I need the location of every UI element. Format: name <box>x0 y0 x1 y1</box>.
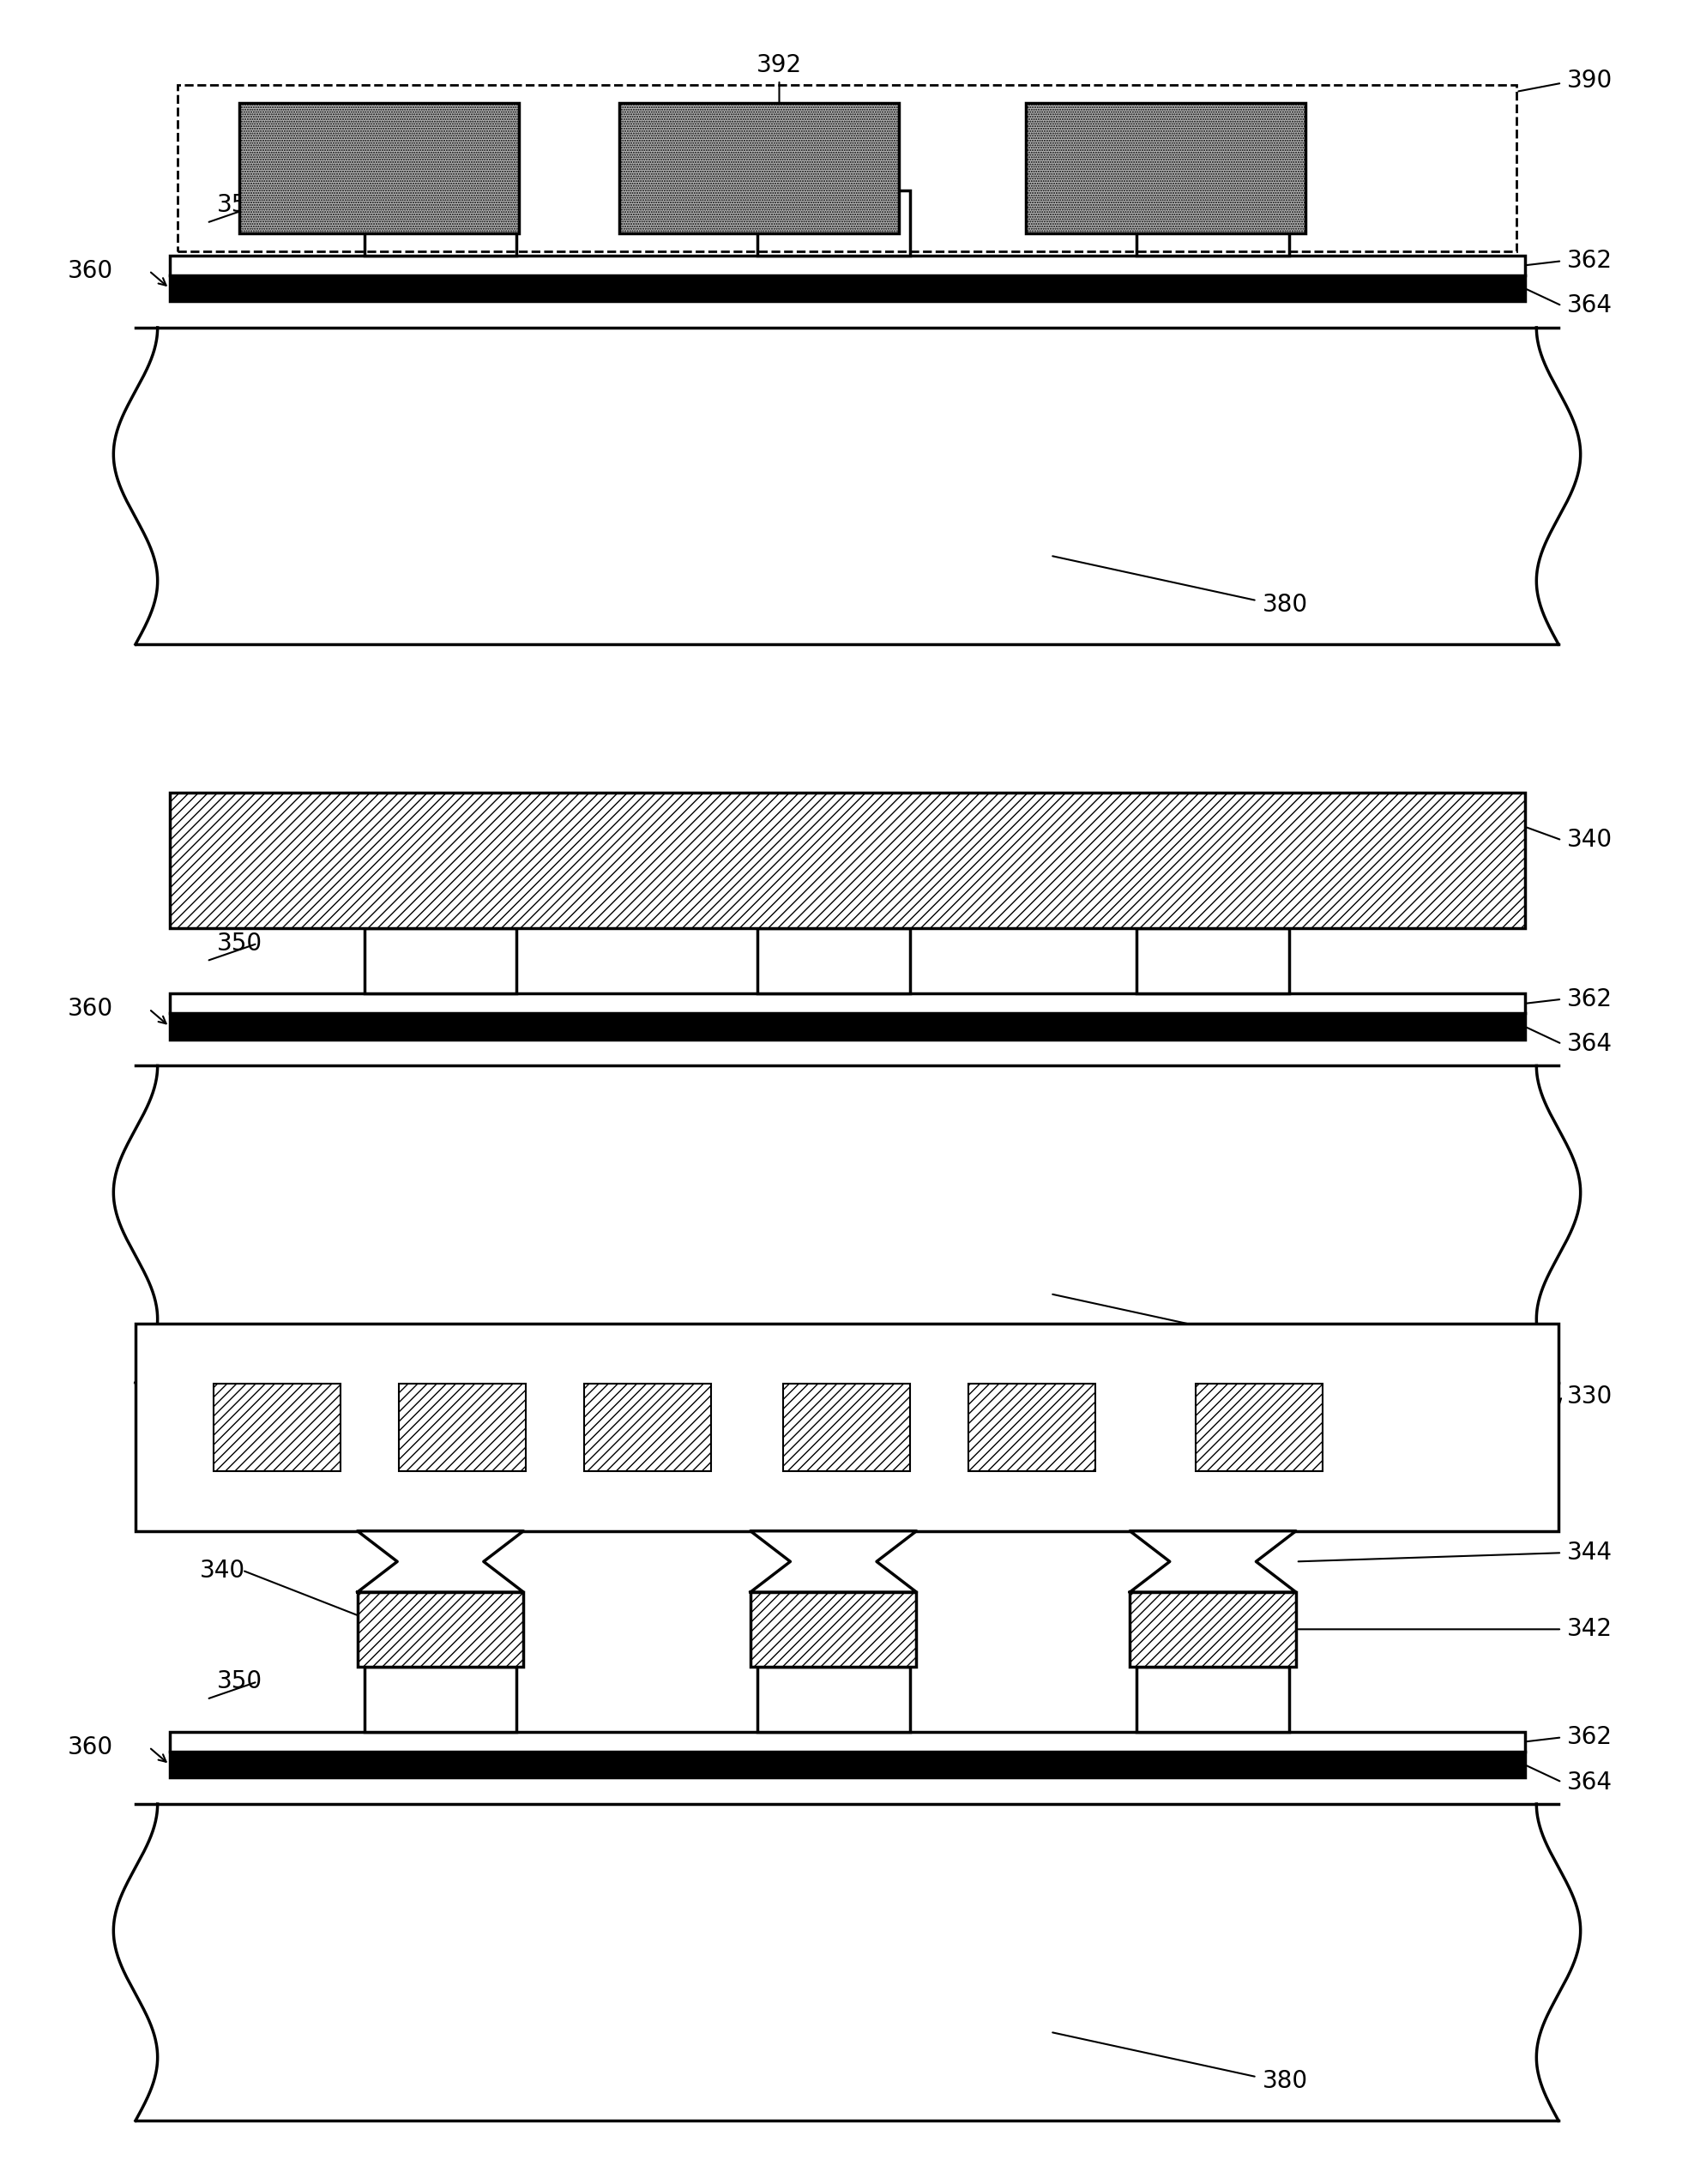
Text: 362: 362 <box>1567 987 1613 1011</box>
Text: 364: 364 <box>1567 1771 1613 1793</box>
Bar <box>241 103 518 234</box>
Bar <box>213 1385 340 1472</box>
Bar <box>398 1385 525 1472</box>
Text: 360: 360 <box>68 260 113 282</box>
Text: 380: 380 <box>1262 1332 1308 1354</box>
Text: 392: 392 <box>757 55 801 149</box>
Text: 360: 360 <box>68 998 113 1020</box>
Bar <box>584 1385 711 1472</box>
Bar <box>357 1592 523 1666</box>
Bar <box>136 328 1558 644</box>
Bar <box>620 103 900 234</box>
Text: FIG. 3A: FIG. 3A <box>800 791 894 817</box>
Polygon shape <box>1130 1531 1296 1592</box>
Bar <box>1137 190 1289 256</box>
Text: 364: 364 <box>1567 295 1613 317</box>
Bar <box>364 928 517 994</box>
Bar <box>136 1066 1558 1382</box>
Bar <box>364 1666 517 1732</box>
Polygon shape <box>357 1531 523 1592</box>
Bar <box>1137 928 1289 994</box>
Text: 344: 344 <box>1567 1542 1613 1564</box>
Text: 390: 390 <box>1567 70 1613 92</box>
Text: 340: 340 <box>200 1559 246 1581</box>
Bar <box>169 1732 1525 1752</box>
Bar <box>1137 1666 1289 1732</box>
Bar <box>169 1752 1525 1778</box>
Text: 342: 342 <box>1567 1618 1613 1640</box>
Text: 362: 362 <box>1567 1725 1613 1749</box>
Bar <box>178 85 1516 251</box>
Text: 340: 340 <box>1567 828 1613 852</box>
Bar <box>783 1385 910 1472</box>
Bar <box>169 1013 1525 1040</box>
Bar <box>169 275 1525 301</box>
Text: 380: 380 <box>1262 594 1308 616</box>
Bar <box>1027 103 1306 234</box>
Text: 350: 350 <box>217 194 263 216</box>
Bar <box>757 928 910 994</box>
Bar <box>1196 1385 1323 1472</box>
Bar <box>750 1592 916 1666</box>
Bar <box>169 793 1525 928</box>
Bar <box>364 190 517 256</box>
Text: 330: 330 <box>1567 1385 1613 1409</box>
Text: 360: 360 <box>68 1736 113 1758</box>
Text: 362: 362 <box>1567 249 1613 273</box>
Bar <box>169 994 1525 1013</box>
Text: 364: 364 <box>1567 1033 1613 1055</box>
Text: 350: 350 <box>217 1671 263 1693</box>
Bar <box>757 1666 910 1732</box>
Text: 350: 350 <box>217 933 263 954</box>
Text: 380: 380 <box>1262 2070 1308 2092</box>
Bar <box>757 190 910 256</box>
Bar <box>136 1804 1558 2121</box>
Bar <box>169 256 1525 275</box>
Polygon shape <box>750 1531 916 1592</box>
Bar <box>1130 1592 1296 1666</box>
Bar <box>967 1385 1094 1472</box>
Text: FIG. 3B: FIG. 3B <box>800 1529 894 1555</box>
Bar <box>136 1324 1558 1531</box>
